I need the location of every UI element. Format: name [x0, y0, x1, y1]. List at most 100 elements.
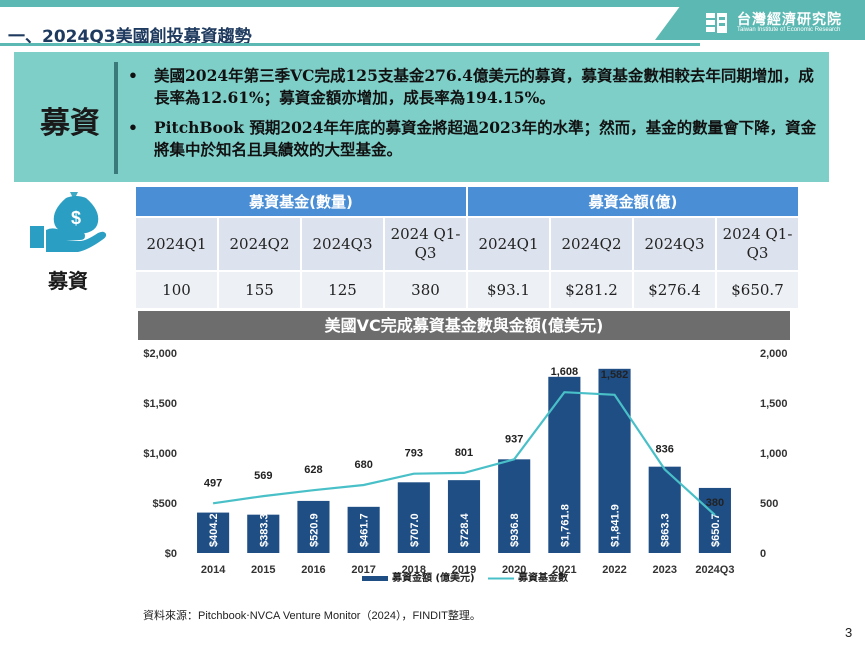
bullet-item: • 美國2024年第三季VC完成125支基金276.4億美元的募資，募資基金數相較… [122, 65, 817, 109]
bullet-item: • PitchBook 預期2024年年底的募資金將超過2023年的水準；然而，基… [122, 117, 817, 161]
summary-bullets: • 美國2024年第三季VC完成125支基金276.4億美元的募資，募資基金數相較… [122, 65, 817, 169]
summary-label: 募資 [40, 106, 100, 141]
line-value-label: 680 [354, 459, 372, 471]
svg-text:$: $ [71, 208, 81, 228]
bar [648, 466, 681, 553]
y-axis-right-tick-label: 2,000 [760, 348, 788, 360]
bullet-dot: • [128, 66, 138, 85]
line-value-label: 569 [254, 470, 272, 482]
legend-swatch-bar [362, 576, 388, 581]
top-accent-bar [0, 0, 865, 7]
line-value-label: 380 [706, 497, 724, 509]
x-axis-tick-label: 2024Q3 [695, 564, 734, 576]
bar-value-label: $404.2 [208, 513, 220, 547]
bullet-text: PitchBook 預期2024年年底的募資金將超過2023年的水準；然而，基金… [154, 118, 817, 159]
table-cell: 2024Q1 [466, 216, 551, 272]
bar [247, 514, 280, 553]
table-cell: 125 [300, 270, 385, 310]
table-cell: 380 [383, 270, 468, 310]
x-axis-tick-label: 2023 [652, 564, 676, 576]
line-value-label: 1,582 [601, 369, 629, 381]
y-axis-left-tick-label: $0 [165, 548, 177, 560]
legend-label: 募資金額 (億美元) [391, 571, 475, 584]
table-cell: 2024Q2 [217, 216, 302, 272]
line-value-label: 937 [505, 433, 523, 445]
page-number: 3 [845, 625, 853, 640]
bullet-dot: • [128, 118, 138, 137]
fundraising-table: 募資基金(數量) 募資金額(億) 2024Q1 2024Q2 2024Q3 20… [134, 185, 800, 310]
y-axis-right-tick-label: 1,500 [760, 398, 788, 410]
table-cell: 2024Q3 [632, 216, 717, 272]
summary-box: 募資 • 美國2024年第三季VC完成125支基金276.4億美元的募資，募資基金… [14, 52, 829, 182]
bar-value-label: $707.0 [409, 513, 421, 547]
y-axis-left-tick-label: $500 [153, 498, 177, 510]
line-series-fund-count [212, 391, 716, 516]
line-value-label: 793 [405, 448, 423, 460]
page-title: 一、2024Q3美國創投募資趨勢 [8, 27, 252, 47]
x-axis-tick-label: 2021 [552, 564, 576, 576]
icon-label: 募資 [48, 269, 88, 293]
table-group-header: 募資基金(數量) [134, 185, 468, 218]
table-cell: 2024 Q1-Q3 [383, 216, 468, 272]
x-axis-tick-label: 2019 [452, 564, 476, 576]
bar-value-label: $383.3 [258, 513, 270, 547]
table-cell: $650.7 [715, 270, 800, 310]
x-axis-tick-label: 2018 [402, 564, 426, 576]
table-cell: 2024 Q1-Q3 [715, 216, 800, 272]
x-axis-tick-label: 2014 [201, 564, 226, 576]
bar-value-label: $1,761.8 [559, 504, 571, 547]
x-axis-tick-label: 2017 [351, 564, 375, 576]
y-axis-right-tick-label: 1,000 [760, 448, 788, 460]
bar-value-label: $728.4 [459, 512, 471, 547]
bar [498, 459, 531, 553]
table-cell: $281.2 [549, 270, 634, 310]
x-axis-tick-label: 2015 [251, 564, 275, 576]
bar-value-label: $936.8 [509, 513, 521, 547]
y-axis-left-tick-label: $2,000 [143, 348, 177, 360]
x-axis-tick-label: 2020 [502, 564, 526, 576]
bar [397, 482, 430, 553]
line-value-label: 497 [204, 477, 222, 489]
bar-value-label: $863.3 [660, 513, 672, 547]
table-cell: $93.1 [466, 270, 551, 310]
x-axis-tick-label: 2016 [301, 564, 325, 576]
bar [347, 506, 380, 553]
table-cell: 155 [217, 270, 302, 310]
source-note: 資料來源：Pitchbook‧NVCA Venture Monitor（2024… [143, 610, 481, 622]
chart-title: 美國VC完成募資基金數與金額(億美元) [138, 311, 790, 340]
bullet-text: 美國2024年第三季VC完成125支基金276.4億美元的募資，募資基金數相較去… [154, 66, 814, 107]
y-axis-right-tick-label: 500 [760, 498, 778, 510]
bar-value-label: $461.7 [359, 513, 371, 547]
title-underline [0, 43, 700, 46]
institute-logo: 台灣經濟研究院 Taiwan Institute of Economic Res… [655, 6, 865, 40]
logo-mark-icon [706, 13, 727, 33]
table-header-row: 募資基金(數量) 募資金額(億) [134, 185, 800, 218]
x-axis-tick-label: 2022 [602, 564, 626, 576]
y-axis-left-tick-label: $1,000 [143, 448, 177, 460]
bar [598, 368, 631, 553]
line-value-label: 628 [304, 464, 322, 476]
line-value-label: 836 [656, 443, 674, 455]
summary-divider [114, 62, 118, 174]
table-cell: 2024Q2 [549, 216, 634, 272]
legend-label: 募資基金數 [517, 571, 568, 584]
table-row: 2024Q1 2024Q2 2024Q3 2024 Q1-Q3 2024Q1 2… [134, 216, 800, 272]
line-value-label: 801 [455, 447, 473, 459]
line-value-label: 1,608 [551, 366, 579, 378]
bar [698, 487, 731, 553]
bar [447, 480, 481, 553]
bar-value-label: $1,841.9 [610, 504, 622, 547]
table-group-header: 募資金額(億) [466, 185, 800, 218]
table-cell: 2024Q1 [134, 216, 219, 272]
bar [197, 512, 230, 553]
fundraising-chart: $0 $500 $1,000 $1,500 $2,000 0 500 1,000 1,500 2,… [143, 348, 788, 584]
table-cell: 2024Q3 [300, 216, 385, 272]
bar [297, 500, 330, 553]
table-row: 100 155 125 380 $93.1 $281.2 $276.4 $650… [134, 270, 800, 310]
logo-english-name: Taiwan Institute of Economic Research [737, 27, 841, 33]
y-axis-right-tick-label: 0 [760, 548, 766, 560]
bar-value-label: $520.9 [308, 513, 320, 547]
y-axis-left-tick-label: $1,500 [143, 398, 177, 410]
bar-value-label: $650.7 [710, 513, 722, 547]
table-cell: 100 [134, 270, 219, 310]
